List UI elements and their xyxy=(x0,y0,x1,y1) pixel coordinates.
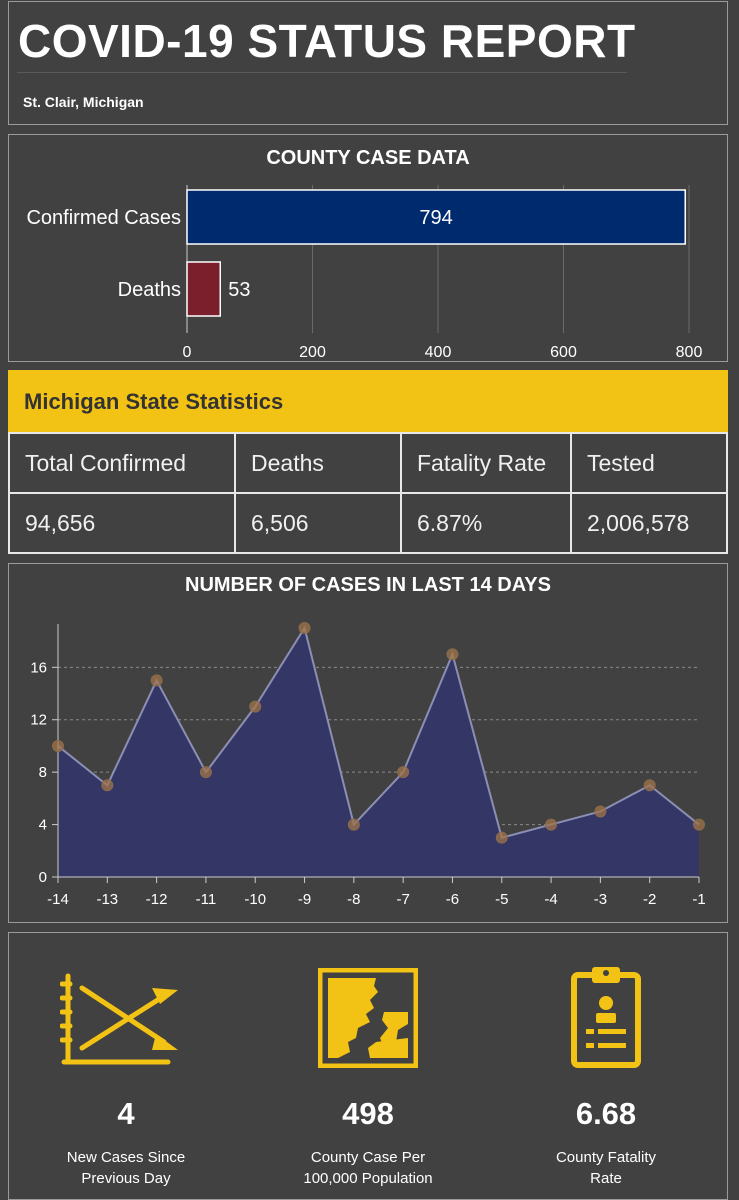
trend-point-7 xyxy=(397,766,410,779)
county-x-tick-2: 400 xyxy=(425,344,452,361)
cases-area-chart: NUMBER OF CASES IN LAST 14 DAYS 0 4 8 12 16 -1… xyxy=(30,574,705,908)
state-statistics-panel: Michigan State Statistics Total Confirme… xyxy=(8,370,728,554)
case-rate-label-line1: County Case Per xyxy=(310,1149,426,1166)
trend-area-fill xyxy=(58,628,699,877)
trend-point-12 xyxy=(643,779,656,792)
value-cell-fatality-rate: 6.87% xyxy=(400,492,572,554)
trend-y-tick-2: 8 xyxy=(39,764,47,781)
value-cell-total-confirmed: 94,656 xyxy=(8,492,236,554)
county-x-tick-4: 800 xyxy=(676,344,703,361)
header-cell-fatality-rate: Fatality Rate xyxy=(400,432,572,494)
trend-point-2 xyxy=(150,674,163,687)
county-value-label-1: 53 xyxy=(228,279,250,301)
new-cases-label: New Cases Since Previous Day xyxy=(26,1147,226,1189)
trend-point-3 xyxy=(199,766,212,779)
county-bar-1 xyxy=(186,261,222,317)
fatality-rate-label: County Fatality Rate xyxy=(506,1147,706,1189)
trend-crossing-arrows-icon xyxy=(60,973,178,1065)
trend-point-6 xyxy=(347,818,360,831)
title-divider xyxy=(17,72,627,73)
trend-point-13 xyxy=(693,818,705,831)
new-cases-value: 4 xyxy=(117,1096,135,1131)
county-case-panel: COUNTY CASE DATA 0 200 400 600 800 Confirmed C… xyxy=(8,134,728,362)
state-statistics-title: Michigan State Statistics xyxy=(24,389,284,414)
report-header: COVID-19 STATUS REPORT St. Clair, Michig… xyxy=(8,1,728,125)
trend-point-10 xyxy=(545,818,558,831)
trend-x-tick-1: -13 xyxy=(96,891,118,908)
trend-point-0 xyxy=(52,739,64,752)
header-cell-deaths: Deaths xyxy=(234,432,402,494)
header-cell-total-confirmed: Total Confirmed xyxy=(8,432,236,494)
trend-x-tick-0: -14 xyxy=(47,891,69,908)
county-value-label-0: 794 xyxy=(419,207,452,229)
trend-x-tick-8: -6 xyxy=(446,891,459,908)
trend-point-9 xyxy=(495,831,508,844)
county-x-tick-0: 0 xyxy=(183,344,192,361)
fatality-rate-label-line2: Rate xyxy=(590,1170,622,1187)
value-cell-tested: 2,006,578 xyxy=(570,492,728,554)
trend-x-tick-6: -8 xyxy=(347,891,360,908)
trend-x-tick-5: -9 xyxy=(298,891,311,908)
county-chart-title: COUNTY CASE DATA xyxy=(266,147,469,169)
trend-point-4 xyxy=(249,700,262,713)
trend-point-11 xyxy=(594,805,607,818)
case-rate-label: County Case Per 100,000 Population xyxy=(268,1147,468,1189)
trend-point-1 xyxy=(101,779,114,792)
trend-y-tick-4: 16 xyxy=(30,659,47,676)
new-cases-label-line1: New Cases Since xyxy=(66,1149,186,1166)
county-bar-0 xyxy=(186,189,686,245)
county-category-label-0: Confirmed Cases xyxy=(26,207,181,229)
trend-x-tick-12: -2 xyxy=(643,891,656,908)
trend-x-tick-4: -10 xyxy=(244,891,266,908)
trend-series-line xyxy=(57,625,700,839)
trend-x-tick-10: -4 xyxy=(544,891,557,908)
new-cases-label-line2: Previous Day xyxy=(81,1170,171,1187)
cases-trend-panel: NUMBER OF CASES IN LAST 14 DAYS 0 4 8 12 16 -1… xyxy=(8,563,728,923)
county-x-tick-1: 200 xyxy=(299,344,326,361)
trend-y-tick-1: 4 xyxy=(39,817,47,834)
case-rate-label-line2: 100,000 Population xyxy=(303,1170,433,1187)
clipboard-icon xyxy=(571,967,641,1068)
fatality-rate-label-line1: County Fatality xyxy=(555,1149,657,1166)
trend-x-tick-13: -1 xyxy=(692,891,705,908)
header-cell-tested: Tested xyxy=(570,432,728,494)
trend-y-tick-3: 12 xyxy=(30,712,47,729)
trend-chart-title: NUMBER OF CASES IN LAST 14 DAYS xyxy=(185,574,551,596)
state-statistics-header: Michigan State Statistics xyxy=(8,370,728,432)
value-cell-deaths: 6,506 xyxy=(234,492,402,554)
report-title: COVID-19 STATUS REPORT xyxy=(18,15,636,67)
trend-x-tick-11: -3 xyxy=(594,891,607,908)
location-label: St. Clair, Michigan xyxy=(23,94,144,110)
trend-y-tick-0: 0 xyxy=(39,869,47,886)
county-x-tick-3: 600 xyxy=(550,344,577,361)
trend-x-tick-9: -5 xyxy=(495,891,508,908)
trend-x-tick-2: -12 xyxy=(146,891,168,908)
trend-point-8 xyxy=(446,648,459,661)
trend-x-tick-3: -11 xyxy=(196,891,217,908)
county-category-label-1: Deaths xyxy=(118,279,181,301)
case-rate-value: 498 xyxy=(342,1096,394,1131)
fatality-rate-value: 6.68 xyxy=(575,1096,637,1131)
county-map-icon xyxy=(318,968,418,1068)
trend-x-tick-7: -7 xyxy=(396,891,409,908)
county-bar-chart: COUNTY CASE DATA 0 200 400 600 800 Confirmed C… xyxy=(26,147,703,361)
trend-point-5 xyxy=(298,622,311,634)
